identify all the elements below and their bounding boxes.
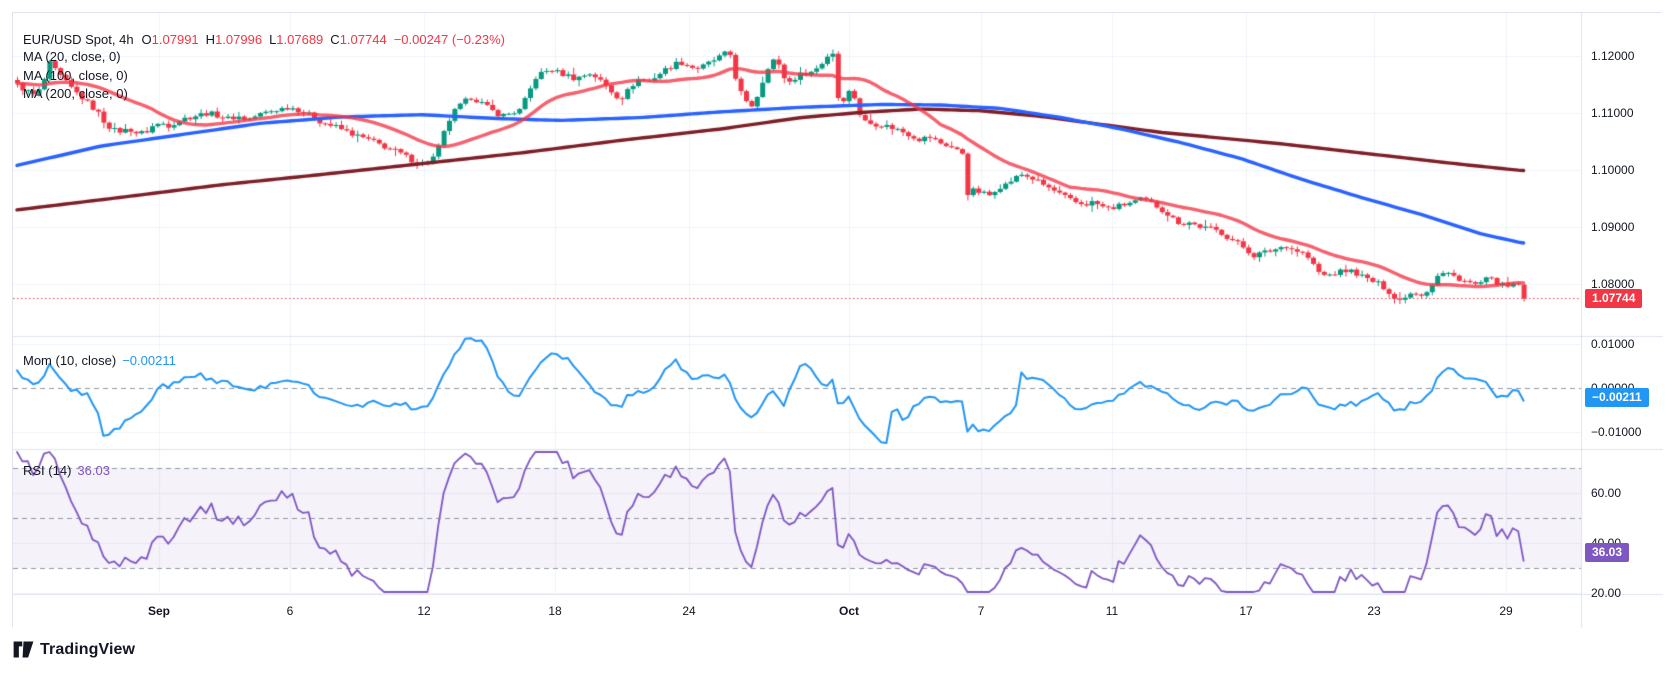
symbol-title-row[interactable]: EUR/USD Spot, 4h O1.07991 H1.07996 L1.07689…	[23, 31, 505, 48]
axis-tick-label: 1.11000	[1591, 106, 1634, 120]
tradingview-attribution[interactable]: TradingView	[13, 640, 135, 659]
time-tick-label-11: 11	[1105, 604, 1119, 618]
rsi-value-badge: 36.03	[1585, 543, 1630, 563]
chart-widget: EUR/USD Spot, 4h O1.07991 H1.07996 L1.07689…	[12, 12, 1663, 628]
time-tick-label-17: 17	[1239, 604, 1253, 618]
ohlc-l-value: L1.07689	[269, 32, 324, 47]
rsi-pane-label[interactable]: RSI (14) 36.03	[23, 463, 110, 478]
time-tick-label-24: 24	[682, 604, 696, 618]
ohlc-c-value: C1.07744	[330, 32, 387, 47]
time-tick-label-23: 23	[1367, 604, 1381, 618]
price-pane-legend: EUR/USD Spot, 4h O1.07991 H1.07996 L1.07689…	[23, 31, 505, 104]
legend-ma20[interactable]: MA (20, close, 0)	[23, 49, 121, 64]
axis-tick-label: 60.00	[1591, 486, 1622, 500]
axis-tick-label: 1.08000	[1591, 277, 1635, 291]
time-tick-label-29: 29	[1499, 604, 1513, 618]
momentum-pane-label[interactable]: Mom (10, close) −0.00211	[23, 353, 176, 368]
ohlc-values: O1.07991 H1.07996 L1.07689 C1.07744	[142, 32, 394, 47]
axis-tick-label: 20.00	[1591, 586, 1622, 600]
time-tick-label-7: 7	[977, 604, 985, 618]
momentum-label-text: Mom (10, close)	[23, 353, 117, 368]
rsi-label-text: RSI (14)	[23, 463, 72, 478]
time-tick-label-6: 6	[286, 604, 294, 618]
axis-tick-label: 1.12000	[1591, 49, 1635, 63]
axis-tick-label: 1.10000	[1591, 163, 1635, 177]
time-tick-label-12: 12	[417, 604, 431, 618]
legend-ma100[interactable]: MA (100, close, 0)	[23, 67, 128, 83]
rsi-label-value: 36.03	[77, 463, 110, 478]
chart-canvas[interactable]	[13, 13, 1663, 628]
axis-tick-label: 0.01000	[1591, 337, 1635, 351]
time-tick-label-sep: Sep	[147, 604, 171, 618]
last-price-badge: 1.07744	[1585, 289, 1643, 309]
axis-tick-label: −0.01000	[1591, 425, 1642, 439]
change-value: −0.00247 (−0.23%)	[393, 32, 505, 47]
ohlc-o-value: O1.07991	[141, 32, 199, 47]
symbol-title[interactable]: EUR/USD Spot, 4h	[23, 32, 134, 47]
tradingview-logo-text: TradingView	[40, 640, 136, 658]
legend-ma200[interactable]: MA (200, close, 0)	[23, 86, 128, 101]
momentum-value-badge: −0.00211	[1585, 387, 1649, 407]
time-tick-label-18: 18	[548, 604, 562, 618]
axis-tick-label: 1.09000	[1591, 220, 1635, 234]
tradingview-logo-icon	[13, 641, 34, 658]
ohlc-h-value: H1.07996	[205, 32, 263, 47]
momentum-label-value: −0.00211	[122, 353, 176, 368]
time-tick-label-oct: Oct	[838, 604, 860, 618]
